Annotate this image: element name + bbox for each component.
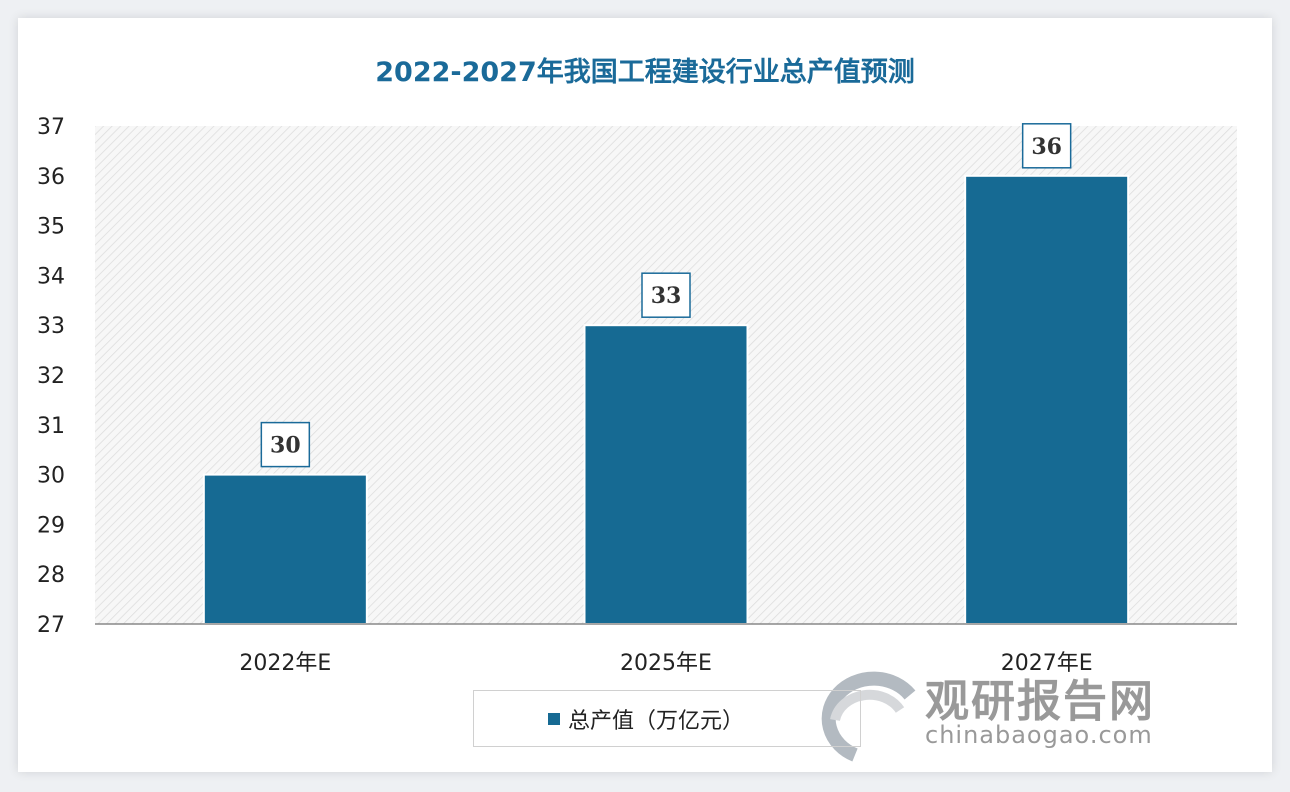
y-tick-label: 35: [37, 215, 65, 240]
y-tick-label: 36: [37, 165, 65, 190]
data-label-box: [1021, 123, 1072, 169]
data-label: 30: [270, 433, 301, 459]
data-label: 36: [1031, 134, 1062, 160]
data-label: 33: [651, 283, 682, 309]
y-tick-label: 32: [37, 364, 65, 389]
y-tick-label: 30: [37, 464, 65, 489]
data-label-box: [641, 272, 691, 318]
y-tick-label: 37: [37, 115, 65, 140]
bar: [202, 473, 368, 625]
x-tick-label: 2025年E: [620, 651, 712, 676]
y-tick-label: 28: [37, 563, 65, 588]
y-tick-label: 27: [37, 613, 65, 638]
x-tick-label: 2027年E: [1001, 651, 1093, 676]
watermark-logo-text: 观研报告网: [925, 676, 1155, 727]
bar: [583, 324, 749, 625]
x-tick-label: 2022年E: [239, 651, 331, 676]
y-tick-label: 34: [37, 264, 65, 289]
bar: [964, 174, 1130, 626]
legend: 总产值（万亿元）: [473, 690, 861, 747]
chart-title: 2022-2027年我国工程建设行业总产值预测: [375, 57, 915, 88]
watermark-url: chinabaogao.com: [925, 721, 1153, 749]
data-label-box: [260, 421, 311, 468]
logo-icon: [821, 671, 916, 762]
y-tick-label: 31: [37, 414, 65, 439]
legend-swatch: [548, 712, 560, 725]
y-tick-label: 29: [37, 513, 65, 538]
legend-label: 总产值（万亿元）: [568, 708, 745, 734]
y-tick-label: 33: [37, 314, 65, 339]
